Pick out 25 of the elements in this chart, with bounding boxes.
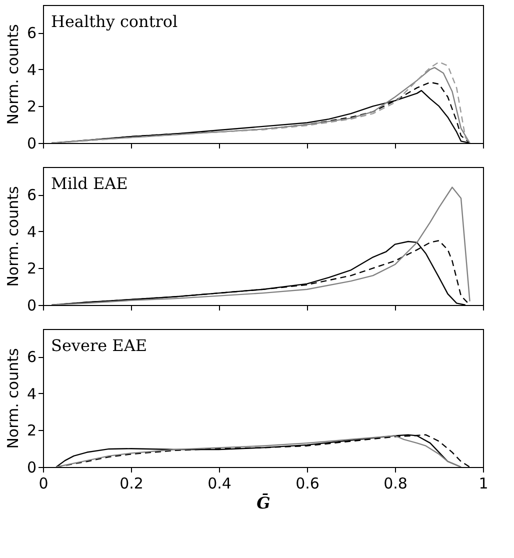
- chart-title: Mild EAE: [51, 174, 128, 193]
- y-tick-label: 6: [26, 186, 36, 204]
- y-tick-label: 4: [26, 60, 36, 79]
- y-tick-label: 0: [26, 134, 36, 152]
- y-tick-label: 6: [26, 24, 36, 42]
- y-tick-label: 2: [26, 422, 36, 440]
- y-axis-title: Norm. counts: [4, 348, 22, 449]
- y-tick-label: 4: [26, 222, 36, 241]
- x-tick-label: 0.8: [384, 474, 408, 492]
- x-tick-label: 0.4: [208, 474, 232, 492]
- x-tick-label: 0: [38, 474, 48, 492]
- chart-title: Healthy control: [51, 12, 178, 31]
- y-axis-title: Norm. counts: [4, 186, 22, 287]
- x-tick-label: 1: [478, 474, 488, 492]
- y-tick-label: 0: [26, 296, 36, 314]
- y-tick-label: 2: [26, 98, 36, 116]
- y-tick-label: 0: [26, 458, 36, 476]
- x-tick-label: 0.6: [296, 474, 320, 492]
- x-tick-label: 0.2: [120, 474, 144, 492]
- y-axis-title: Norm. counts: [4, 24, 22, 125]
- y-tick-label: 6: [26, 348, 36, 366]
- y-tick-label: 4: [26, 384, 36, 403]
- y-tick-label: 2: [26, 260, 36, 278]
- chart-title: Severe EAE: [51, 336, 148, 355]
- x-axis-title: Ḡ: [256, 492, 270, 512]
